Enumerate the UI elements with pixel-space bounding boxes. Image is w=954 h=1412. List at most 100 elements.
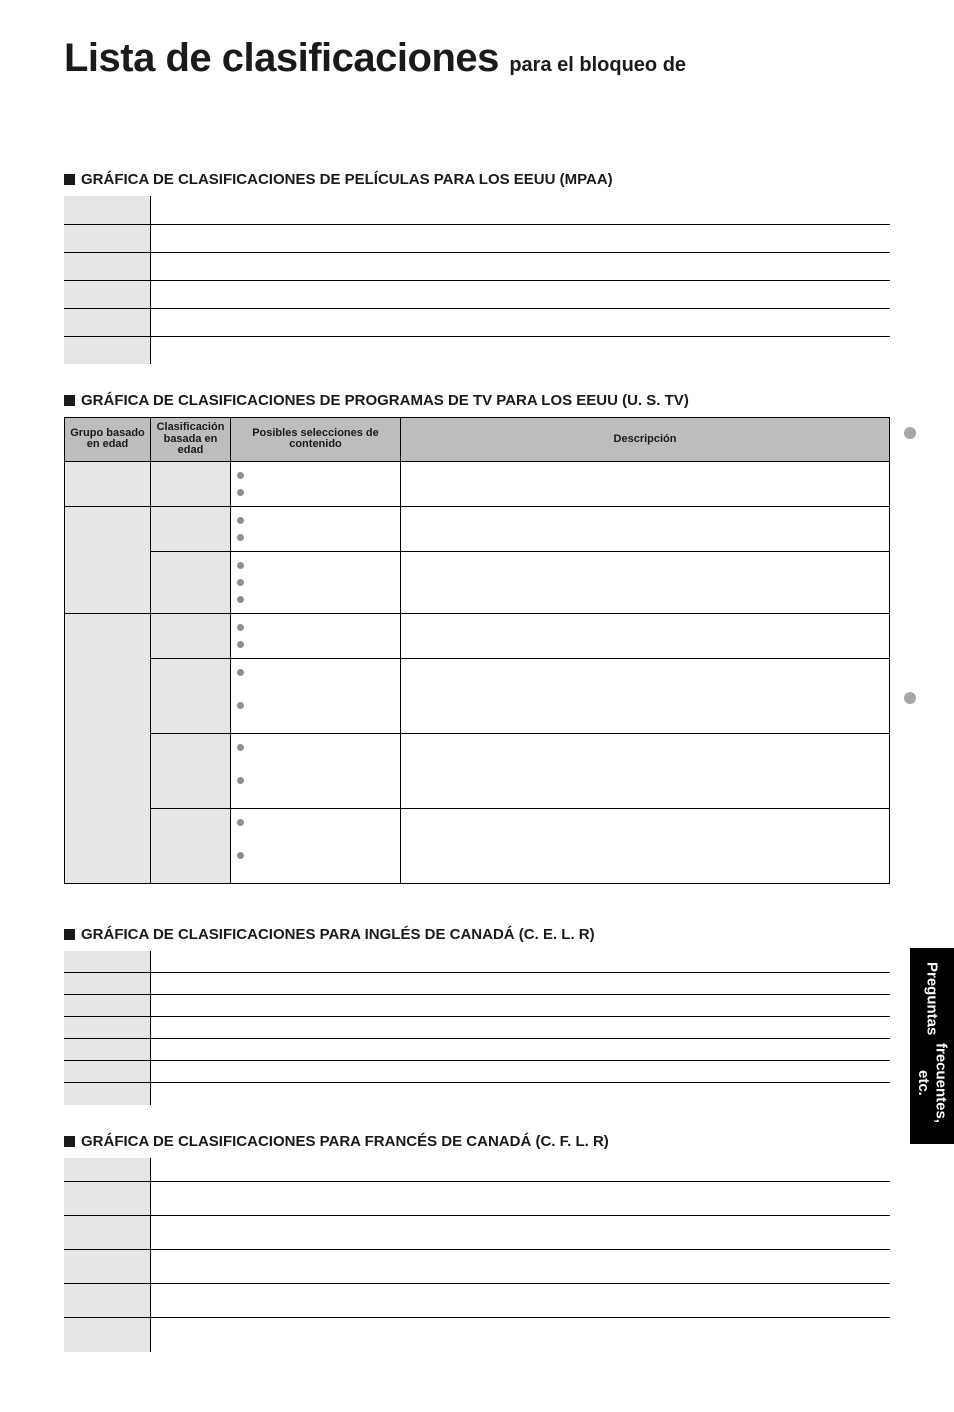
rating-cell	[64, 252, 150, 280]
page-title-suffix: para el bloqueo de	[509, 54, 686, 76]
ustv-group-cell	[65, 613, 151, 883]
description-cell	[150, 1039, 890, 1061]
description-cell	[150, 1182, 890, 1216]
ustv-rating-cell	[151, 551, 231, 613]
section-heading-mpaa: GRÁFICA DE CLASIFICACIONES DE PELÍCULAS …	[64, 171, 890, 188]
side-tab-faq: Preguntas frecuentes, etc.	[910, 948, 954, 1144]
bullet-dot-icon	[237, 744, 244, 751]
rating-cell	[64, 995, 150, 1017]
description-cell	[150, 951, 890, 973]
ustv-rating-cell	[151, 733, 231, 808]
rating-cell	[64, 1061, 150, 1083]
rating-cell	[64, 196, 150, 224]
bullet-dot-icon	[237, 489, 244, 496]
rating-cell	[64, 1158, 150, 1182]
ustv-rating-cell	[151, 808, 231, 883]
side-tab-line2: frecuentes, etc.	[915, 1035, 950, 1130]
description-cell	[150, 280, 890, 308]
description-cell	[150, 995, 890, 1017]
description-cell	[150, 252, 890, 280]
celr-table	[64, 951, 890, 1105]
ustv-th-description: Descripción	[401, 418, 890, 462]
ustv-selections-cell	[231, 613, 401, 658]
ustv-description-cell	[401, 658, 890, 733]
bullet-dot-icon	[237, 624, 244, 631]
ustv-selections-cell	[231, 506, 401, 551]
ustv-selections-cell	[231, 733, 401, 808]
section-heading-text: GRÁFICA DE CLASIFICACIONES DE PROGRAMAS …	[81, 392, 689, 409]
description-cell	[150, 1061, 890, 1083]
bullet-dot-icon	[237, 641, 244, 648]
square-bullet-icon	[64, 929, 75, 940]
bullet-dot-icon	[237, 596, 244, 603]
ustv-rating-cell	[151, 658, 231, 733]
rating-cell	[64, 280, 150, 308]
section-heading-celr: GRÁFICA DE CLASIFICACIONES PARA INGLÉS D…	[64, 926, 890, 943]
description-cell	[150, 1017, 890, 1039]
ustv-th-selections: Posibles selecciones de contenido	[231, 418, 401, 462]
rating-cell	[64, 1017, 150, 1039]
bullet-dot-icon	[237, 702, 244, 709]
square-bullet-icon	[64, 1136, 75, 1147]
description-cell	[150, 224, 890, 252]
margin-dot-icon	[904, 692, 916, 704]
cflr-table	[64, 1158, 890, 1352]
description-cell	[150, 336, 890, 364]
rating-cell	[64, 951, 150, 973]
bullet-dot-icon	[237, 852, 244, 859]
ustv-description-cell	[401, 506, 890, 551]
rating-cell	[64, 1039, 150, 1061]
page-title: Lista de clasificaciones	[64, 36, 499, 80]
description-cell	[150, 1284, 890, 1318]
ustv-th-rating: Clasificación basada en edad	[151, 418, 231, 462]
section-heading-text: GRÁFICA DE CLASIFICACIONES PARA INGLÉS D…	[81, 926, 595, 943]
section-heading-text: GRÁFICA DE CLASIFICACIONES DE PELÍCULAS …	[81, 171, 613, 188]
page: Lista de clasificaciones para el bloqueo…	[0, 0, 954, 1412]
side-tab-line1: Preguntas	[923, 962, 940, 1035]
description-cell	[150, 308, 890, 336]
rating-cell	[64, 1284, 150, 1318]
page-title-block: Lista de clasificaciones para el bloqueo…	[64, 36, 890, 81]
rating-cell	[64, 1083, 150, 1105]
ustv-group-cell	[65, 461, 151, 506]
ustv-rating-cell	[151, 461, 231, 506]
description-cell	[150, 1250, 890, 1284]
rating-cell	[64, 1182, 150, 1216]
ustv-selections-cell	[231, 551, 401, 613]
ustv-group-cell	[65, 506, 151, 613]
square-bullet-icon	[64, 174, 75, 185]
square-bullet-icon	[64, 395, 75, 406]
section-heading-text: GRÁFICA DE CLASIFICACIONES PARA FRANCÉS …	[81, 1133, 609, 1150]
description-cell	[150, 1318, 890, 1352]
bullet-dot-icon	[237, 777, 244, 784]
ustv-table: Grupo basado en edad Clasificación basad…	[64, 417, 890, 884]
ustv-selections-cell	[231, 808, 401, 883]
mpaa-table	[64, 196, 890, 364]
rating-cell	[64, 308, 150, 336]
rating-cell	[64, 973, 150, 995]
description-cell	[150, 196, 890, 224]
ustv-description-cell	[401, 461, 890, 506]
rating-cell	[64, 1318, 150, 1352]
ustv-description-cell	[401, 613, 890, 658]
ustv-selections-cell	[231, 658, 401, 733]
rating-cell	[64, 1216, 150, 1250]
rating-cell	[64, 1250, 150, 1284]
ustv-th-group: Grupo basado en edad	[65, 418, 151, 462]
description-cell	[150, 1083, 890, 1105]
bullet-dot-icon	[237, 517, 244, 524]
ustv-selections-cell	[231, 461, 401, 506]
bullet-dot-icon	[237, 669, 244, 676]
description-cell	[150, 1216, 890, 1250]
bullet-dot-icon	[237, 534, 244, 541]
bullet-dot-icon	[237, 472, 244, 479]
bullet-dot-icon	[237, 562, 244, 569]
bullet-dot-icon	[237, 819, 244, 826]
rating-cell	[64, 224, 150, 252]
section-heading-ustv: GRÁFICA DE CLASIFICACIONES DE PROGRAMAS …	[64, 392, 890, 409]
bullet-dot-icon	[237, 579, 244, 586]
margin-dot-icon	[904, 427, 916, 439]
ustv-rating-cell	[151, 506, 231, 551]
ustv-description-cell	[401, 733, 890, 808]
description-cell	[150, 973, 890, 995]
